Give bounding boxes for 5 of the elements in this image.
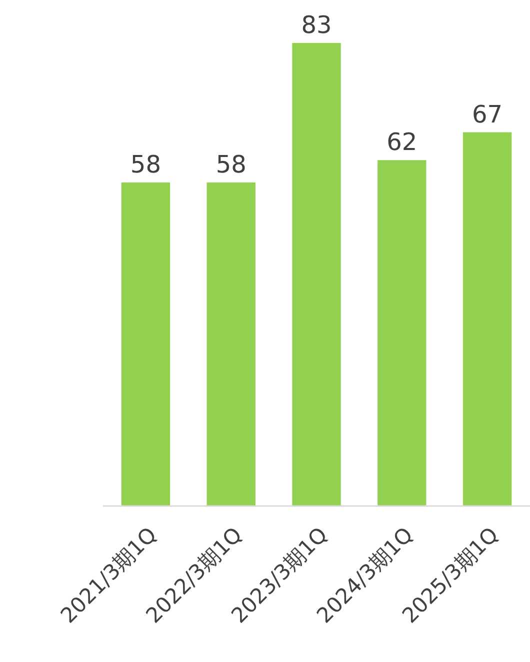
data-label: 58	[130, 150, 161, 178]
data-label: 83	[301, 11, 332, 39]
data-label: 67	[472, 100, 503, 128]
data-label: 62	[386, 128, 418, 156]
data-label: 58	[216, 150, 246, 178]
